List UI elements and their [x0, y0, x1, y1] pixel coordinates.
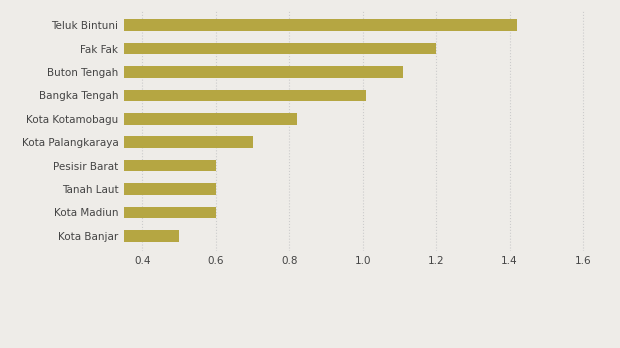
Bar — [0, 89, 366, 101]
Bar — [0, 183, 216, 195]
Bar — [0, 19, 517, 31]
Bar — [0, 136, 252, 148]
Bar — [0, 207, 216, 218]
Bar — [0, 160, 216, 172]
Bar — [0, 230, 179, 242]
Bar — [0, 113, 296, 125]
Bar — [0, 66, 403, 78]
Bar — [0, 43, 436, 54]
